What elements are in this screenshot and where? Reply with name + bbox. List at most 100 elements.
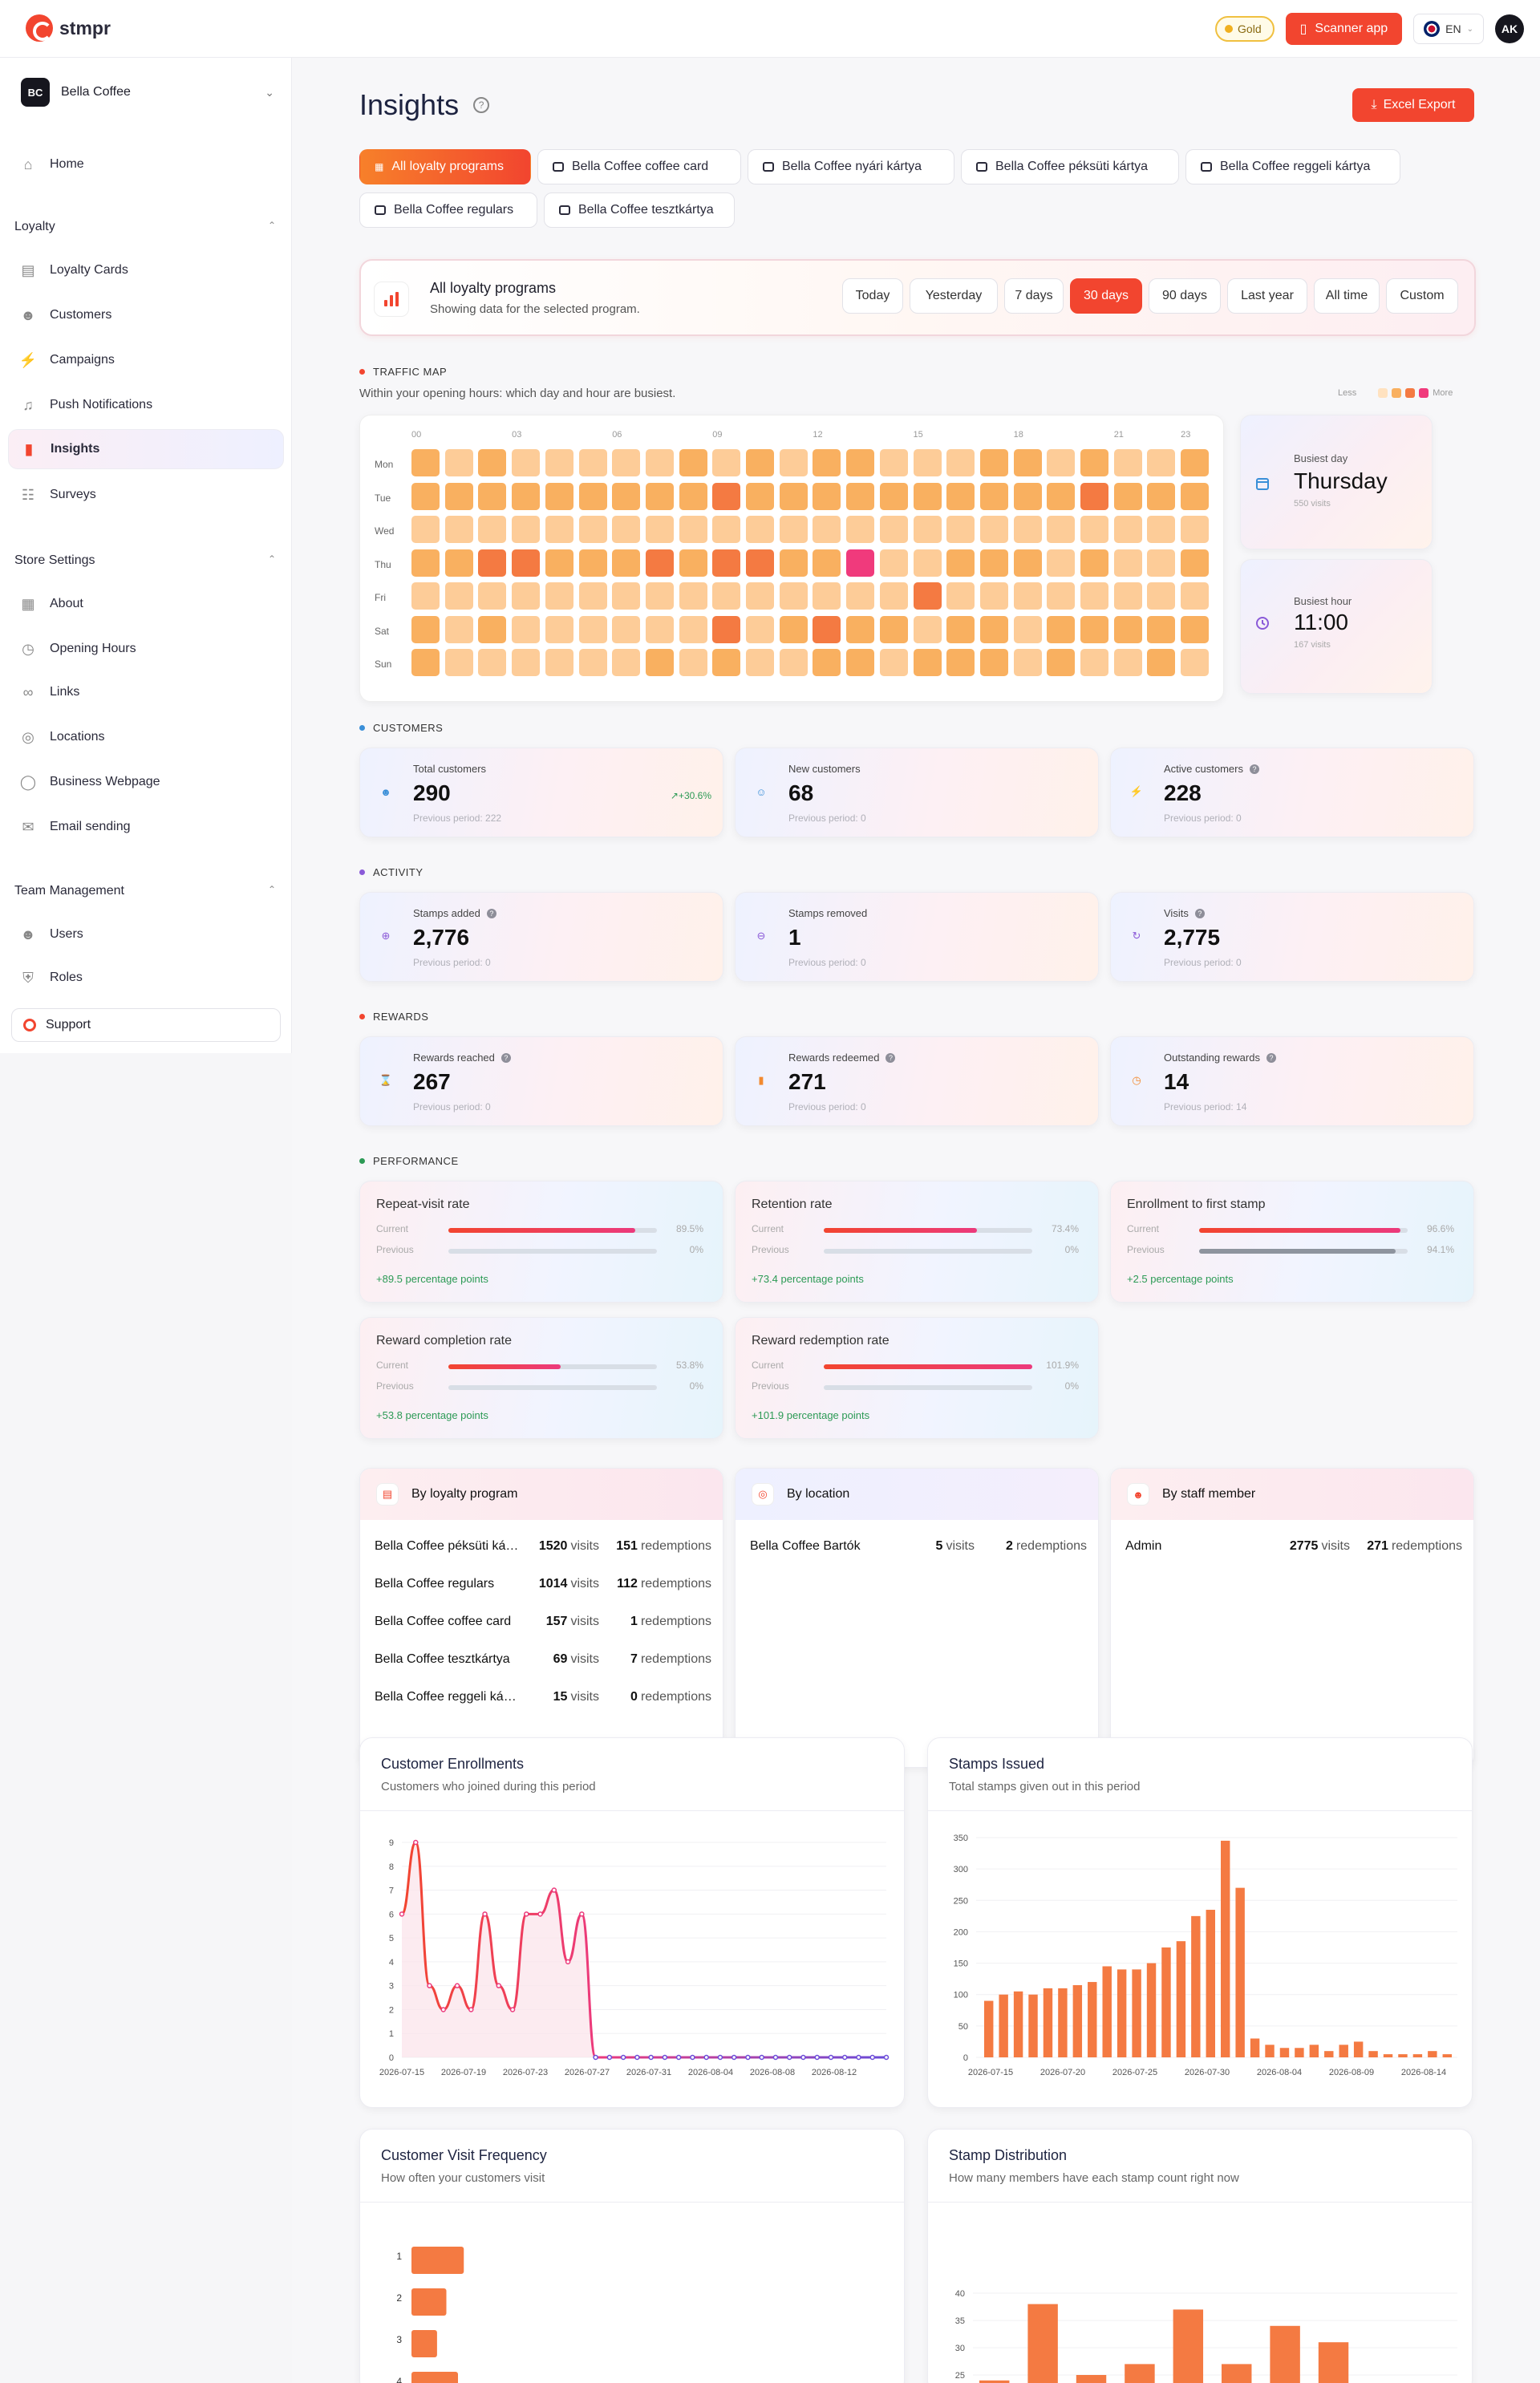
stamps-bar[interactable]	[1265, 2045, 1275, 2057]
heat-cell[interactable]	[478, 449, 507, 476]
heat-cell[interactable]	[1080, 482, 1108, 510]
stamps-bar[interactable]	[1442, 2054, 1452, 2057]
heat-cell[interactable]	[1047, 549, 1076, 577]
heat-cell[interactable]	[444, 449, 473, 476]
heat-cell[interactable]	[512, 449, 541, 476]
heat-cell[interactable]	[1047, 482, 1076, 510]
heat-cell[interactable]	[1013, 549, 1042, 577]
heat-cell[interactable]	[645, 615, 674, 643]
stamps-bar[interactable]	[1058, 1988, 1068, 2057]
data-point[interactable]	[675, 2054, 682, 2061]
sidebar-item-links[interactable]: ∞ Links	[8, 672, 284, 712]
heat-cell[interactable]	[545, 582, 573, 610]
frequency-bar[interactable]	[411, 2330, 437, 2357]
data-point[interactable]	[579, 1911, 585, 1917]
heat-cell[interactable]	[645, 449, 674, 476]
help-icon[interactable]: ?	[1266, 1052, 1276, 1063]
data-point[interactable]	[648, 2054, 654, 2061]
stamps-bar[interactable]	[1221, 1840, 1230, 2057]
support-button[interactable]: Support	[11, 1008, 281, 1042]
help-icon[interactable]: ?	[473, 97, 490, 113]
heat-cell[interactable]	[946, 482, 975, 510]
heat-cell[interactable]	[712, 482, 741, 510]
heat-cell[interactable]	[679, 649, 707, 676]
heat-cell[interactable]	[411, 615, 440, 643]
heat-cell[interactable]	[578, 482, 607, 510]
stamps-bar[interactable]	[1383, 2054, 1393, 2057]
data-point[interactable]	[551, 1887, 557, 1893]
heat-cell[interactable]	[946, 582, 975, 610]
data-point[interactable]	[496, 1983, 502, 1988]
distribution-bar[interactable]	[979, 2380, 1010, 2383]
heat-cell[interactable]	[946, 649, 975, 676]
heat-cell[interactable]	[444, 615, 473, 643]
heat-cell[interactable]	[879, 649, 908, 676]
data-point[interactable]	[814, 2054, 820, 2061]
data-point[interactable]	[620, 2054, 626, 2061]
heat-cell[interactable]	[512, 649, 541, 676]
heat-cell[interactable]	[946, 615, 975, 643]
data-point[interactable]	[731, 2054, 737, 2061]
heat-cell[interactable]	[846, 516, 875, 543]
heat-cell[interactable]	[578, 649, 607, 676]
tab-program[interactable]: Bella Coffee tesztkártya	[544, 193, 735, 228]
heat-cell[interactable]	[1181, 482, 1210, 510]
help-icon[interactable]: ?	[500, 1052, 511, 1063]
language-select[interactable]: EN ⌄	[1413, 14, 1484, 44]
stamps-bar[interactable]	[1028, 1994, 1038, 2057]
heat-cell[interactable]	[1147, 549, 1176, 577]
heat-cell[interactable]	[645, 582, 674, 610]
heat-cell[interactable]	[813, 482, 841, 510]
range-yesterday[interactable]: Yesterday	[910, 278, 998, 314]
heat-cell[interactable]	[1080, 549, 1108, 577]
frequency-bar[interactable]	[411, 2372, 458, 2383]
stamps-bar[interactable]	[1072, 1984, 1083, 2057]
heat-cell[interactable]	[545, 516, 573, 543]
range-90-days[interactable]: 90 days	[1149, 278, 1221, 314]
heat-cell[interactable]	[846, 582, 875, 610]
sidebar-item-email-sending[interactable]: ✉ Email sending	[8, 807, 284, 847]
heat-cell[interactable]	[813, 649, 841, 676]
distribution-bar[interactable]	[1318, 2342, 1349, 2383]
data-point[interactable]	[745, 2054, 751, 2061]
data-point[interactable]	[440, 2007, 447, 2012]
stamps-bar[interactable]	[1339, 2045, 1348, 2057]
heat-cell[interactable]	[779, 649, 808, 676]
heat-cell[interactable]	[746, 649, 774, 676]
heat-cell[interactable]	[1113, 549, 1142, 577]
section-store-settings[interactable]: Store Settings ⌃	[14, 553, 276, 568]
stamps-bar[interactable]	[1279, 2048, 1290, 2057]
heat-cell[interactable]	[679, 582, 707, 610]
heat-cell[interactable]	[679, 449, 707, 476]
tab-program[interactable]: Bella Coffee reggeli kártya	[1185, 149, 1400, 184]
heat-cell[interactable]	[512, 549, 541, 577]
heat-cell[interactable]	[1013, 482, 1042, 510]
data-point[interactable]	[717, 2054, 723, 2061]
heat-cell[interactable]	[1181, 615, 1210, 643]
heat-cell[interactable]	[1080, 516, 1108, 543]
distribution-bar[interactable]	[1173, 2309, 1204, 2383]
heat-cell[interactable]	[612, 449, 641, 476]
scanner-app-button[interactable]: ▯ Scanner app	[1285, 13, 1403, 45]
heat-cell[interactable]	[478, 649, 507, 676]
tab-all-loyalty-programs[interactable]: ▦ All loyalty programs	[359, 149, 531, 184]
heat-cell[interactable]	[1147, 649, 1176, 676]
heat-cell[interactable]	[813, 582, 841, 610]
stamps-bar[interactable]	[1146, 1963, 1157, 2057]
heat-cell[interactable]	[879, 615, 908, 643]
heat-cell[interactable]	[979, 582, 1008, 610]
stamps-bar[interactable]	[1428, 2051, 1437, 2057]
heat-cell[interactable]	[1013, 449, 1042, 476]
heat-cell[interactable]	[813, 516, 841, 543]
heat-cell[interactable]	[1047, 615, 1076, 643]
heat-cell[interactable]	[612, 649, 641, 676]
heat-cell[interactable]	[679, 516, 707, 543]
heat-cell[interactable]	[712, 582, 741, 610]
heat-cell[interactable]	[779, 449, 808, 476]
heat-cell[interactable]	[846, 449, 875, 476]
sidebar-item-about[interactable]: ▦ About	[8, 584, 284, 624]
heat-cell[interactable]	[913, 482, 942, 510]
heat-cell[interactable]	[1113, 516, 1142, 543]
heat-cell[interactable]	[712, 449, 741, 476]
heat-cell[interactable]	[913, 516, 942, 543]
